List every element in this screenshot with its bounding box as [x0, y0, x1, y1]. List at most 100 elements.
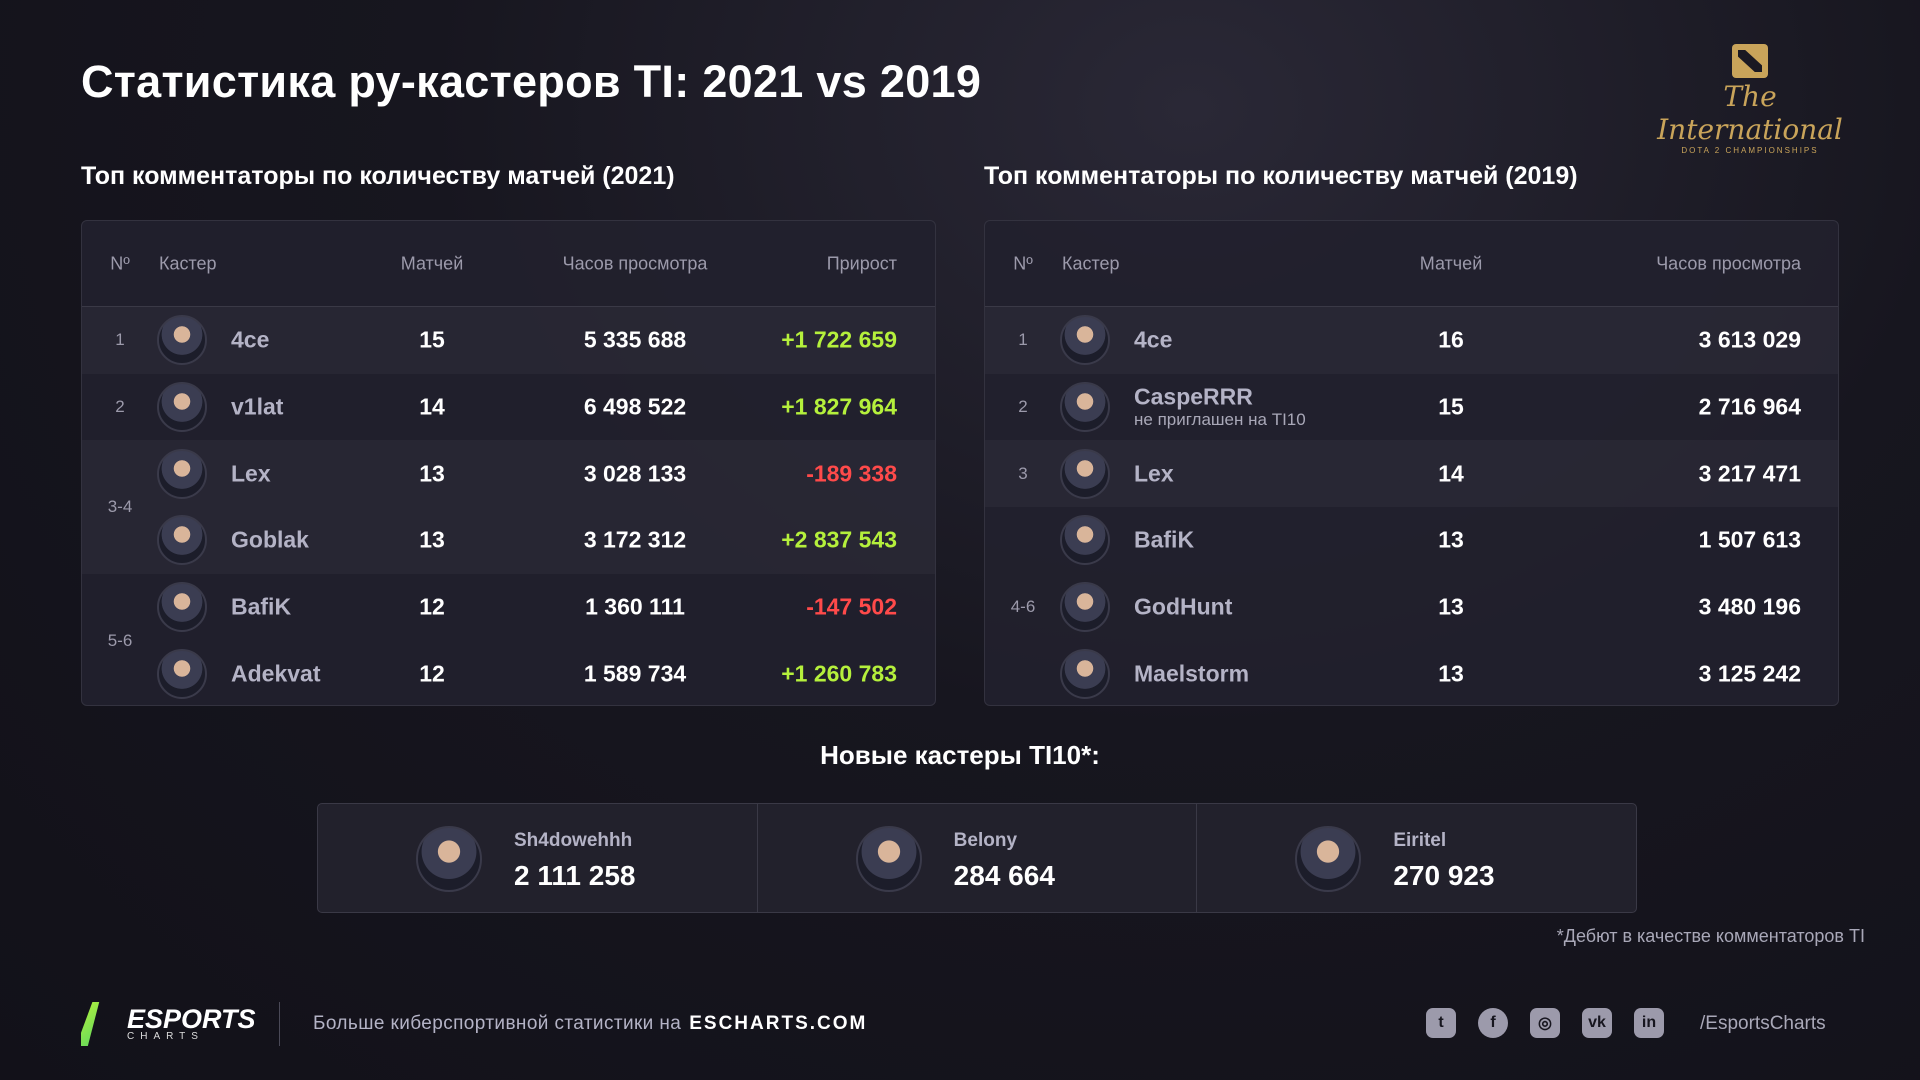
table-row: Lex 13 3 028 133 -189 338	[82, 440, 935, 507]
hours-value: 6 498 522	[583, 393, 687, 420]
header-growth: Прирост	[826, 253, 897, 273]
site-link[interactable]: ESCHARTS.COM	[689, 1013, 868, 1034]
caster-name: GodHunt	[1134, 593, 1233, 620]
more-stats-label: Больше киберспортивной статистики на	[313, 1013, 682, 1034]
brand-name: ESPORTS	[127, 1003, 256, 1034]
table-row: CaspeRRR не приглашен на TI10 15 2 716 964	[985, 374, 1838, 441]
more-stats-text: Больше киберспортивной статистики на ESCH…	[313, 1013, 867, 1035]
header-hours: Часов просмотра	[562, 253, 708, 273]
caster-name: Sh4dowehhh	[514, 830, 633, 851]
matches-value: 12	[419, 660, 445, 687]
hours-value: 3 480 196	[1698, 593, 1801, 620]
caster-name: Maelstorm	[1134, 660, 1250, 687]
logo-text: The International	[1657, 80, 1843, 146]
facebook-icon[interactable]: f	[1478, 1008, 1508, 1038]
table-header: Nº Кастер Матчей Часов просмотра	[985, 221, 1838, 307]
caster-name: 4ce	[231, 326, 270, 353]
rank-label: 5-6	[107, 630, 133, 650]
hours-value: 3 613 029	[1698, 326, 1801, 353]
matches-value: 13	[1438, 593, 1464, 620]
matches-value: 16	[1438, 326, 1464, 353]
avatar	[416, 826, 482, 892]
rank-label: 1	[1018, 330, 1028, 350]
header-number: Nº	[1013, 253, 1033, 273]
brand-sub: CHARTS	[127, 1030, 204, 1042]
rank-label: 2	[1018, 397, 1028, 417]
vk-icon[interactable]: vk	[1582, 1008, 1612, 1038]
twitter-icon[interactable]: t	[1426, 1008, 1456, 1038]
matches-value: 15	[419, 326, 445, 353]
growth-value: +2 837 543	[781, 526, 897, 553]
matches-value: 13	[419, 460, 445, 487]
new-caster-card: Eiritel 270 923	[1197, 804, 1636, 912]
table-row: Goblak 13 3 172 312 +2 837 543	[82, 507, 935, 574]
avatar	[157, 582, 207, 633]
avatar	[1060, 648, 1110, 699]
hours-value: 3 028 133	[583, 460, 687, 487]
new-casters-title: Новые кастеры TI10*:	[820, 740, 1100, 770]
table-row: GodHunt 13 3 480 196	[985, 574, 1838, 641]
avatar	[1060, 315, 1110, 366]
esports-charts-icon	[81, 1002, 100, 1046]
header-caster: Кастер	[159, 253, 217, 273]
hours-value: 2 111 258	[514, 860, 636, 891]
caster-note: не приглашен на TI10	[1134, 410, 1306, 430]
divider	[279, 1002, 280, 1046]
caster-name: 4ce	[1134, 326, 1173, 353]
header-hours: Часов просмотра	[1656, 253, 1801, 273]
matches-value: 15	[1438, 393, 1464, 420]
table-2019: Nº Кастер Матчей Часов просмотра 4ce 16 3 …	[984, 220, 1839, 706]
avatar	[157, 315, 207, 366]
growth-value: +1 827 964	[781, 393, 897, 420]
caster-name: Goblak	[231, 526, 309, 553]
avatar	[157, 648, 207, 699]
hours-value: 3 125 242	[1698, 660, 1801, 687]
table-row: 4ce 16 3 613 029	[985, 307, 1838, 374]
caster-name: Lex	[231, 460, 271, 487]
avatar	[855, 826, 922, 892]
rank-label: 3-4	[107, 497, 133, 517]
caster-name: BafiK	[1134, 526, 1195, 553]
matches-value: 14	[419, 393, 445, 420]
growth-value: -147 502	[806, 593, 897, 620]
esports-charts-logo[interactable]: ESPORTS CHARTS	[81, 1002, 256, 1046]
table-2021: Nº Кастер Матчей Часов просмотра Прирост…	[81, 220, 936, 706]
hours-value: 3 172 312	[583, 526, 687, 553]
page-title: Статистика ру-кастеров TI: 2021 vs 2019	[81, 56, 982, 107]
hours-value: 284 664	[953, 860, 1055, 891]
header-number: Nº	[110, 253, 130, 273]
table-row: v1lat 14 6 498 522 +1 827 964	[82, 374, 935, 441]
hours-value: 1 589 734	[583, 660, 687, 687]
growth-value: +1 260 783	[781, 660, 897, 687]
caster-name: BafiK	[231, 593, 292, 620]
rank-label: 1	[115, 330, 125, 350]
hours-value: 1 360 111	[585, 593, 685, 620]
avatar	[1060, 448, 1110, 499]
social-handle[interactable]: /EsportsCharts	[1700, 1013, 1826, 1034]
avatar	[1060, 582, 1110, 633]
header-caster: Кастер	[1062, 253, 1120, 273]
matches-value: 13	[419, 526, 445, 553]
dota2-icon	[1732, 44, 1768, 78]
caster-name: Belony	[953, 830, 1018, 851]
avatar	[157, 448, 207, 499]
avatar	[1295, 826, 1362, 892]
instagram-icon[interactable]: ◎	[1530, 1008, 1560, 1038]
linkedin-icon[interactable]: in	[1634, 1008, 1664, 1038]
table-header: Nº Кастер Матчей Часов просмотра Прирост	[82, 221, 935, 307]
table-row: Adekvat 12 1 589 734 +1 260 783	[82, 641, 935, 706]
avatar	[1060, 382, 1110, 433]
caster-name: v1lat	[231, 393, 284, 420]
caster-name: Adekvat	[231, 660, 321, 687]
avatar	[1060, 515, 1110, 566]
the-international-logo: The International DOTA 2 CHAMPIONSHIPS	[1650, 44, 1850, 155]
table-row: Maelstorm 13 3 125 242	[985, 641, 1838, 706]
hours-value: 2 716 964	[1698, 393, 1801, 420]
growth-value: -189 338	[806, 460, 897, 487]
hours-value: 5 335 688	[583, 326, 687, 353]
new-caster-card: Belony 284 664	[758, 804, 1198, 912]
avatar	[157, 382, 207, 433]
caster-name: Lex	[1134, 460, 1174, 487]
social-links: t f ◎ vk in	[1426, 1008, 1664, 1038]
matches-value: 13	[1438, 660, 1464, 687]
